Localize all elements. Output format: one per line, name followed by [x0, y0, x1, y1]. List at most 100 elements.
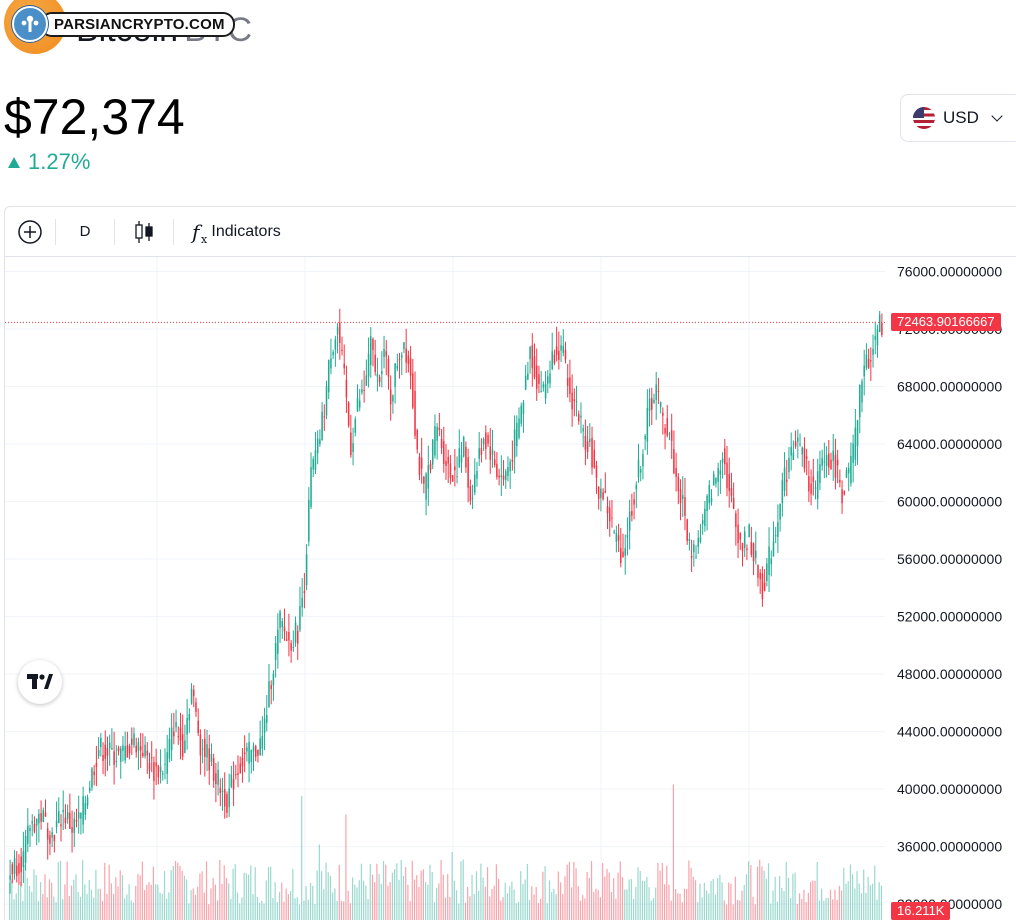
candle-body	[93, 771, 95, 776]
candle-body	[75, 819, 78, 822]
chart-type-button[interactable]	[115, 207, 173, 257]
candlestick-chart[interactable]: 76000.0000000072000.0000000068000.000000…	[5, 257, 1016, 920]
volume-bar	[314, 904, 316, 920]
volume-bar	[812, 880, 814, 920]
candle-body	[668, 433, 671, 435]
volume-bar	[462, 859, 464, 920]
volume-bar	[281, 882, 283, 920]
chart-area[interactable]: 76000.0000000072000.0000000068000.000000…	[5, 257, 1016, 920]
candle-body	[55, 820, 58, 828]
candle-body	[542, 384, 545, 388]
volume-bar	[834, 889, 836, 920]
volume-bar	[267, 867, 270, 920]
volume-bar	[548, 880, 551, 920]
candle-body	[290, 643, 292, 651]
volume-bar	[803, 889, 805, 920]
volume-bar	[619, 861, 621, 920]
candle-body	[748, 524, 750, 538]
candle-body	[389, 389, 392, 405]
volume-bar	[39, 882, 42, 920]
volume-bar	[316, 870, 318, 920]
candle-body	[706, 495, 708, 512]
volume-bar	[371, 874, 374, 920]
currency-selector[interactable]: USD	[900, 94, 1016, 142]
volume-bar	[55, 902, 57, 920]
candle-body	[832, 450, 834, 462]
candle-body	[343, 363, 345, 369]
volume-bar	[575, 868, 577, 920]
current-price: $72,374	[4, 89, 185, 145]
volume-bar	[701, 897, 703, 920]
volume-bar	[394, 869, 396, 920]
tradingview-logo-icon[interactable]	[18, 660, 62, 704]
candle-body	[624, 548, 626, 556]
volume-bar	[765, 878, 767, 920]
volume-bar	[522, 883, 524, 920]
add-symbol-button[interactable]	[5, 207, 55, 257]
candle-body	[372, 339, 374, 351]
volume-bar	[261, 900, 263, 920]
volume-bar	[721, 882, 723, 920]
candle-body	[513, 429, 516, 458]
volume-bar	[88, 879, 90, 920]
candle-body	[741, 542, 744, 552]
volume-bar	[559, 882, 562, 920]
candle-body	[266, 714, 268, 723]
volume-bar	[710, 881, 712, 920]
candle-body	[192, 690, 195, 697]
candle-body	[440, 438, 443, 449]
volume-bar	[427, 884, 429, 920]
candle-body	[754, 550, 757, 558]
candle-body	[314, 450, 317, 471]
candle-body	[471, 498, 474, 500]
volume-bar	[438, 883, 440, 920]
volume-bar	[783, 891, 785, 920]
volume-bar	[447, 874, 449, 920]
candle-body	[805, 456, 808, 459]
volume-bar	[829, 889, 832, 920]
candle-body	[593, 449, 596, 468]
volume-bar	[329, 875, 332, 920]
candle-body	[310, 467, 312, 507]
volume-bar	[582, 895, 584, 920]
candle-body	[799, 443, 801, 445]
toolbar-divider	[55, 218, 56, 245]
candle-body	[9, 875, 11, 880]
volume-bar	[805, 901, 807, 920]
volume-bar	[77, 891, 79, 920]
plus-circle-icon	[18, 219, 42, 244]
volume-bar	[714, 894, 717, 920]
candle-body	[113, 751, 115, 765]
candle-body	[197, 720, 199, 734]
volume-bar	[214, 884, 216, 920]
volume-bar	[573, 861, 575, 920]
volume-bar	[174, 860, 177, 920]
volume-bar	[526, 863, 528, 920]
candle-body	[763, 582, 766, 591]
interval-button[interactable]: D	[79, 223, 91, 240]
volume-bar	[823, 900, 825, 920]
volume-bar	[577, 885, 579, 920]
candle-body	[790, 446, 792, 456]
candle-body	[456, 476, 458, 478]
candle-body	[670, 430, 673, 441]
volume-bar	[776, 901, 779, 920]
volume-bar	[363, 880, 365, 920]
volume-bar	[750, 865, 752, 920]
candle-body	[153, 762, 155, 781]
volume-bar	[332, 892, 334, 920]
candle-body	[299, 606, 301, 630]
candle-body	[13, 858, 16, 874]
candle-body	[53, 835, 56, 842]
candle-body	[496, 463, 498, 478]
candle-body	[863, 365, 865, 377]
volume-bar	[24, 864, 26, 920]
volume-bar	[250, 865, 252, 920]
candle-body	[551, 351, 553, 370]
candle-body	[385, 351, 388, 357]
volume-bar	[11, 879, 13, 920]
volume-bar	[579, 900, 582, 920]
candle-body	[252, 746, 255, 752]
candle-body	[223, 789, 226, 807]
